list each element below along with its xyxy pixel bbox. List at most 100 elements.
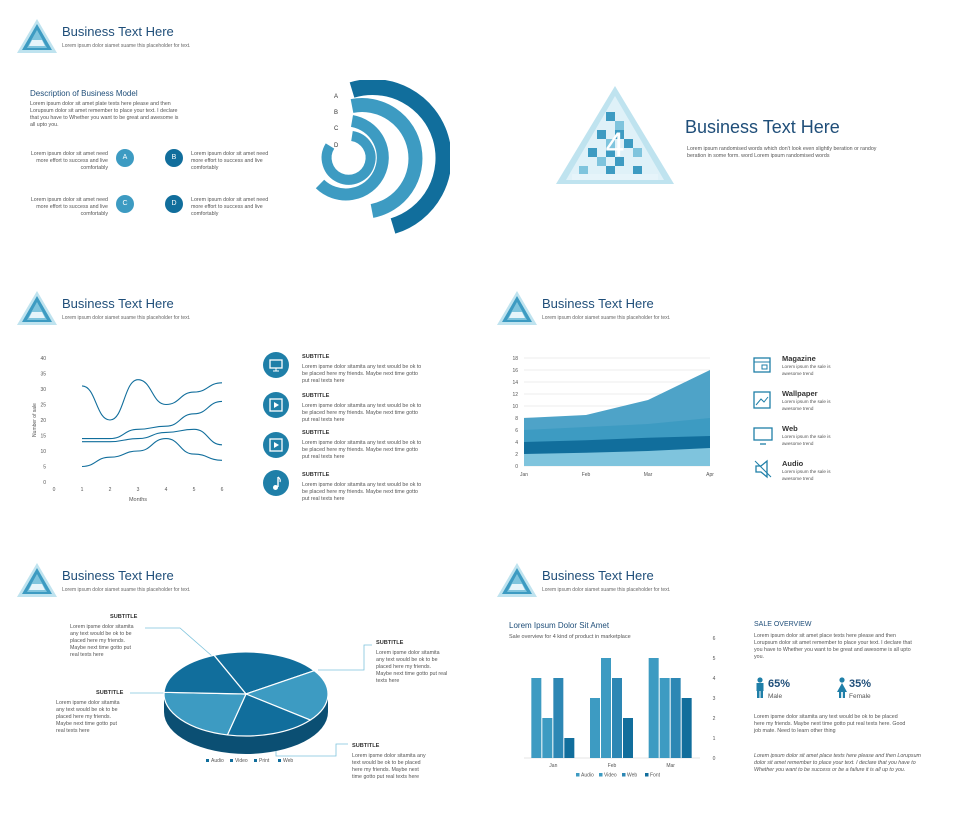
y-tick-label: 4 xyxy=(515,440,518,446)
callout-2-title: SUBTITLE xyxy=(96,690,124,696)
pyramid-logo-icon xyxy=(17,563,57,597)
pyramid-number: 4 xyxy=(606,126,625,164)
y-tick-label: 2 xyxy=(713,716,716,722)
legend-label: Video xyxy=(604,773,617,779)
pyramid-logo-icon xyxy=(17,291,57,325)
male-label: Male xyxy=(768,693,783,700)
y-tick-label: 5 xyxy=(713,656,716,662)
legend-label: Video xyxy=(235,758,248,764)
audio-text: Lorem ipsum the sale is awesome trend xyxy=(782,469,831,481)
slide-header: Business Text Here Lorem ipsum dolor sia… xyxy=(496,560,896,600)
legend-label: Font xyxy=(650,773,661,779)
audio-icon xyxy=(754,459,772,479)
x-tick-label: 4 xyxy=(165,487,168,493)
item-a-badge: A xyxy=(116,149,134,167)
pie-slice xyxy=(163,691,247,736)
y-tick-label: 18 xyxy=(512,356,518,362)
bar xyxy=(542,718,553,758)
slide-header: Business Text Here Lorem ipsum dolor sia… xyxy=(16,16,416,56)
callout-3-text: Lorem ipsme dolor sitamita any text woul… xyxy=(376,650,448,684)
pyramid-logo-icon xyxy=(497,563,537,597)
series-line xyxy=(81,379,223,421)
bar xyxy=(564,738,575,758)
y-tick-label: 4 xyxy=(713,676,716,682)
area-chart: 0 2 4 6 8 10 12 14 16 18 Jan Feb Mar Apr xyxy=(512,356,714,478)
header-title: Business Text Here xyxy=(62,568,174,583)
subtitle-2-text: Lorem ipsme dolor sitamita any text woul… xyxy=(302,403,422,423)
pie-slice xyxy=(212,651,316,695)
header-title: Business Text Here xyxy=(62,24,174,39)
legend-label: Web xyxy=(627,773,637,779)
y-tick-label: 30 xyxy=(40,387,46,393)
audio-title: Audio xyxy=(782,459,804,468)
female-icon xyxy=(837,677,847,698)
subtitle-1: SUBTITLE xyxy=(302,354,330,360)
y-tick-label: 25 xyxy=(40,403,46,409)
y-tick-label: 6 xyxy=(515,428,518,434)
bar xyxy=(623,718,633,758)
pyramid-logo-icon xyxy=(497,291,537,325)
slide-header: Business Text Here Lorem ipsum dolor sia… xyxy=(16,288,416,328)
arc-label-c: C xyxy=(334,126,339,132)
x-tick-label: Mar xyxy=(666,763,675,769)
x-tick-label: Apr xyxy=(706,472,714,478)
y-tick-label: 2 xyxy=(515,452,518,458)
bar xyxy=(612,678,622,758)
slide-line-chart: Business Text Here Lorem ipsum dolor sia… xyxy=(0,272,480,544)
slide-header: Business Text Here Lorem ipsum dolor sia… xyxy=(16,560,416,600)
y-tick-label: 0 xyxy=(713,756,716,762)
item-a-text: Lorem ipsum dolor sit amet need more eff… xyxy=(30,151,108,171)
legend-swatch xyxy=(599,773,603,777)
legend-label: Audio xyxy=(211,758,224,764)
x-tick-label: Mar xyxy=(644,472,653,478)
y-tick-label: 10 xyxy=(512,404,518,410)
male-percent: 65% xyxy=(768,678,791,690)
arc-label-a: A xyxy=(334,94,338,100)
x-axis-label: Months xyxy=(129,497,147,503)
wallpaper-title: Wallpaper xyxy=(782,389,818,398)
sale-overview-text: Lorem ipsum dolor sit amet place texts h… xyxy=(754,633,912,660)
film-icon xyxy=(263,432,289,458)
pyramid-4-icon: 4 xyxy=(556,86,674,184)
arc-d xyxy=(321,131,376,185)
legend-swatch xyxy=(230,759,233,762)
slide-number-four: 4 Business Text Here Lorem ipsum randomi… xyxy=(480,0,960,272)
series-line xyxy=(82,400,223,440)
line-chart: 0 5 10 15 20 25 30 35 40 0 1 2 3 4 5 6 Months Number of s… xyxy=(32,356,224,503)
header-subtitle: Lorem ipsum dolor siamet suame this plac… xyxy=(62,43,191,49)
header-title: Business Text Here xyxy=(542,568,654,583)
bar-chart: 0 1 2 3 4 5 6 Jan Feb Mar Audio Video Web Font xyxy=(524,636,716,779)
bar xyxy=(670,678,681,758)
series-line xyxy=(81,438,223,468)
slide-business-model: Business Text Here Lorem ipsum dolor sia… xyxy=(0,0,480,272)
music-icon xyxy=(263,470,289,496)
legend-swatch xyxy=(206,759,209,762)
bar-chart-subtitle: Sale overview for 4 kind of product in m… xyxy=(509,634,631,640)
arc-b xyxy=(350,98,423,218)
item-c-badge: C xyxy=(116,195,134,213)
legend-label: Audio xyxy=(581,773,594,779)
y-tick-label: 16 xyxy=(512,368,518,374)
x-tick-label: 3 xyxy=(137,487,140,493)
magazine-title: Magazine xyxy=(782,354,816,363)
y-tick-label: 40 xyxy=(40,356,46,362)
legend-swatch xyxy=(278,759,281,762)
bar xyxy=(553,678,564,758)
legend-swatch xyxy=(576,773,580,777)
bar xyxy=(601,658,611,758)
sale-paragraph-2: Lorem ipsme dolor sitamita any text woul… xyxy=(754,714,906,734)
x-tick-label: 2 xyxy=(109,487,112,493)
x-tick-label: Jan xyxy=(520,472,528,478)
callout-4-title: SUBTITLE xyxy=(352,743,380,749)
header-title: Business Text Here xyxy=(62,296,174,311)
slide-header: Business Text Here Lorem ipsum dolor sia… xyxy=(496,288,896,328)
arc-c xyxy=(315,115,389,201)
wallpaper-text: Lorem ipsum the sale is awesome trend xyxy=(782,399,831,411)
item-b-badge: B xyxy=(165,149,183,167)
bar xyxy=(590,698,600,758)
subtitle-3: SUBTITLE xyxy=(302,430,330,436)
magazine-icon xyxy=(753,357,771,373)
header-subtitle: Lorem ipsum dolor siamet suame this plac… xyxy=(542,315,671,321)
subtitle-4: SUBTITLE xyxy=(302,472,330,478)
subtitle-3-text: Lorem ipsme dolor sitamita any text woul… xyxy=(302,440,422,460)
